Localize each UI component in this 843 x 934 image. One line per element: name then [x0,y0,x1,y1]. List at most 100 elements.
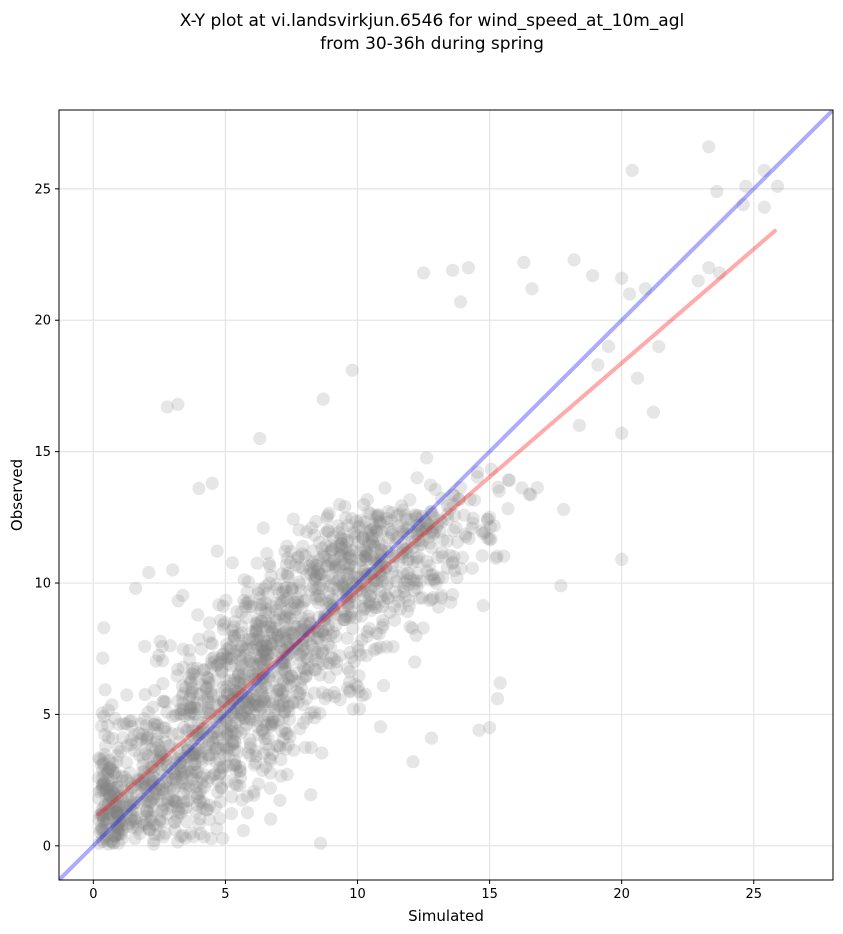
data-point [154,794,168,808]
data-point [214,652,228,666]
data-point [107,836,121,850]
data-point [333,549,347,563]
data-point [227,629,242,643]
data-point [406,555,420,569]
data-point [218,749,232,763]
data-point [131,795,145,810]
data-point [158,725,172,739]
data-point [98,830,112,845]
data-point [187,668,201,682]
data-point [287,595,301,609]
data-point [114,814,128,828]
data-point [288,632,302,646]
data-point [148,683,162,698]
data-point [431,517,445,531]
data-point [237,593,251,608]
data-point [184,674,198,688]
data-point [225,790,239,804]
data-point [457,508,471,522]
data-point [255,655,269,669]
data-point [381,591,395,606]
data-point [340,592,354,606]
data-point [409,629,423,643]
data-point [376,614,390,628]
data-point [159,752,173,767]
data-point [344,605,358,619]
data-point [363,589,377,604]
data-point [195,770,209,785]
data-point [362,621,377,636]
data-point [146,790,160,805]
data-point [252,699,266,713]
data-point [396,567,410,581]
data-point [304,741,318,755]
data-point [364,588,378,602]
data-point [197,694,211,708]
data-point [257,692,271,706]
data-point [235,708,249,722]
data-point [215,782,229,796]
data-point [296,698,310,712]
data-point [434,491,449,505]
data-point [193,687,207,702]
data-point [395,499,409,513]
data-point [434,588,448,602]
data-point [261,731,275,746]
data-point [166,563,180,577]
data-point [257,667,271,681]
data-point [140,731,154,745]
data-point [470,465,485,479]
data-point [342,558,356,572]
data-point [194,642,208,656]
data-point [242,688,257,702]
data-point [213,766,227,781]
data-point [462,531,476,546]
data-point [258,620,272,634]
data-point [340,579,354,593]
data-point [329,561,343,575]
data-point [340,590,354,604]
data-point [358,550,372,564]
data-point [197,780,211,794]
data-point [267,645,281,659]
data-point [368,540,382,554]
data-point [190,790,204,804]
data-point [395,546,409,561]
data-point [321,553,335,567]
y-tick-label: 10 [34,577,51,592]
data-point [97,751,111,766]
data-point [277,662,292,677]
data-point [216,618,230,632]
data-point [490,692,505,706]
data-point [348,611,363,625]
data-point [418,513,432,528]
data-point [247,707,261,721]
data-point [155,782,169,796]
data-point [295,645,309,659]
data-point [257,747,271,761]
data-point [258,606,273,620]
data-point [399,542,413,556]
data-point [227,701,241,715]
data-point [139,747,153,761]
data-point [515,481,529,495]
data-point [192,727,206,742]
data-point [330,558,344,572]
data-point [757,163,771,177]
data-point [412,519,426,533]
data-point [202,812,216,827]
data-point [273,683,287,697]
data-point [140,782,154,797]
data-point [306,579,320,594]
data-point [213,753,227,768]
data-point [110,805,124,819]
data-point [448,508,462,522]
data-point [243,737,257,751]
data-point [176,751,190,766]
data-point [232,712,246,727]
data-point [453,295,468,309]
data-point [124,776,138,790]
data-point [187,746,201,761]
data-point [237,666,251,681]
data-point [95,808,109,822]
